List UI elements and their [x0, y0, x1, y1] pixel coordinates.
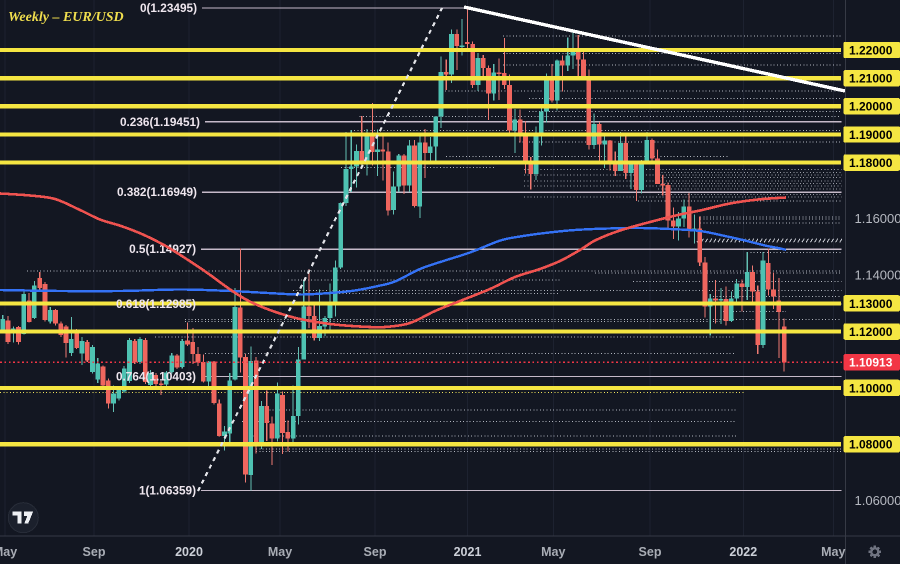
svg-text:May: May: [268, 545, 292, 559]
svg-text:1.19000: 1.19000: [849, 128, 893, 142]
svg-text:0.382(1.16949): 0.382(1.16949): [117, 185, 197, 199]
svg-text:1.08000: 1.08000: [849, 438, 893, 452]
svg-text:0.5(1.14927): 0.5(1.14927): [129, 242, 196, 256]
svg-text:1.20000: 1.20000: [849, 100, 893, 114]
svg-text:1.14000: 1.14000: [855, 268, 900, 283]
svg-text:May: May: [0, 545, 17, 559]
svg-text:1.21000: 1.21000: [849, 72, 893, 86]
svg-text:1.16000: 1.16000: [855, 211, 900, 226]
svg-text:1.13000: 1.13000: [849, 297, 893, 311]
svg-text:1(1.06359): 1(1.06359): [139, 484, 196, 498]
svg-text:May: May: [821, 545, 845, 559]
svg-text:0.764(1.10403): 0.764(1.10403): [116, 370, 196, 384]
svg-text:2021: 2021: [454, 545, 482, 559]
svg-text:May: May: [541, 545, 565, 559]
svg-text:Sep: Sep: [364, 545, 387, 559]
svg-text:Sep: Sep: [639, 545, 662, 559]
svg-text:2022: 2022: [729, 545, 757, 559]
svg-text:1.12000: 1.12000: [849, 325, 893, 339]
svg-text:1.18000: 1.18000: [849, 156, 893, 170]
svg-text:1.22000: 1.22000: [849, 43, 893, 57]
svg-text:Sep: Sep: [83, 545, 106, 559]
svg-text:Weekly – EUR/USD: Weekly – EUR/USD: [8, 10, 124, 25]
svg-text:1.06000: 1.06000: [855, 493, 900, 508]
svg-text:2020: 2020: [175, 545, 203, 559]
svg-text:0.236(1.19451): 0.236(1.19451): [120, 115, 200, 129]
svg-text:1.10000: 1.10000: [849, 381, 893, 395]
svg-text:1.10913: 1.10913: [849, 356, 893, 370]
svg-text:0.618(1.12985): 0.618(1.12985): [116, 297, 196, 311]
svg-text:0(1.23495): 0(1.23495): [140, 1, 197, 15]
